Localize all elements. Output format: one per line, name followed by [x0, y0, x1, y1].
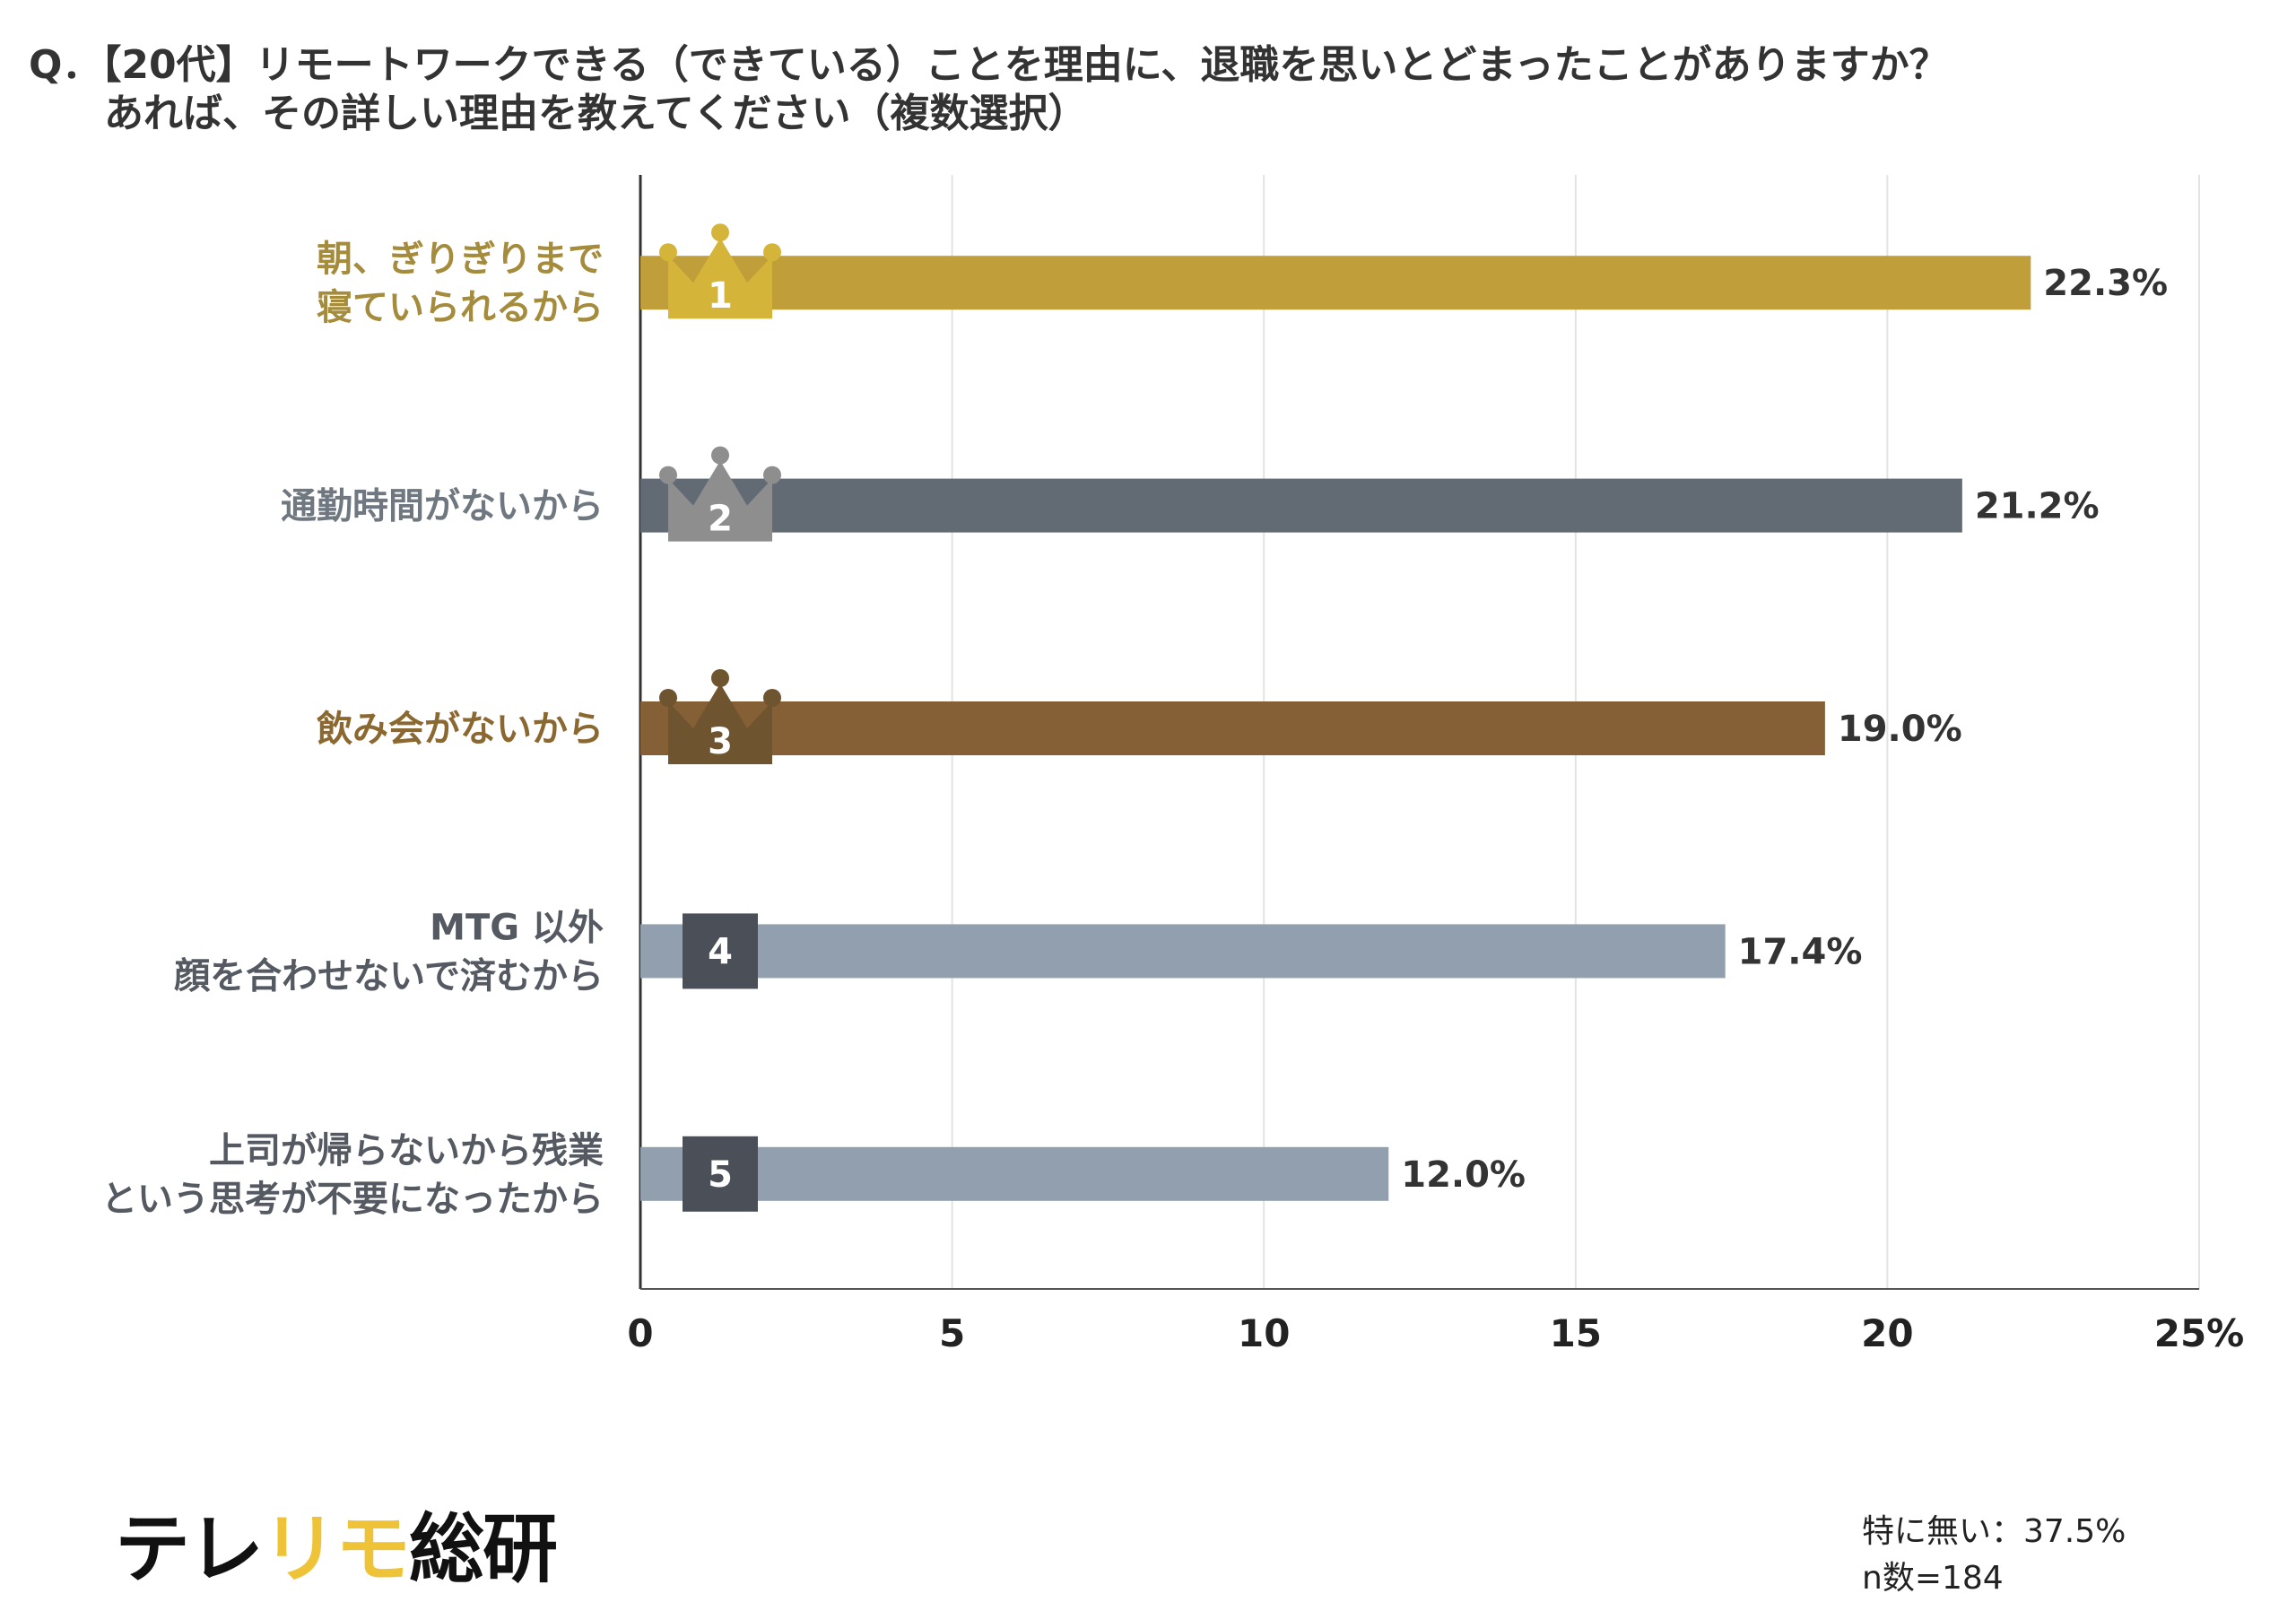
- x-tick-label: 15: [1550, 1311, 1602, 1355]
- value-label: 22.3%: [2043, 263, 2168, 304]
- value-label: 21.2%: [1975, 486, 2100, 527]
- category-label: MTG 以外: [430, 907, 604, 948]
- value-label: 19.0%: [1838, 709, 1962, 750]
- value-label: 17.4%: [1738, 931, 1863, 972]
- bar: [640, 478, 1962, 533]
- x-tick-label: 5: [939, 1311, 965, 1355]
- rank-label: 4: [708, 931, 733, 972]
- bar: [640, 1146, 1389, 1201]
- crown-jewel-icon: [711, 223, 729, 242]
- rank-label: 2: [708, 499, 733, 540]
- crown-icon: [668, 238, 772, 319]
- crown-jewel-icon: [659, 466, 677, 484]
- logo: テレリモ総研: [115, 1489, 558, 1598]
- x-tick-label: 25%: [2154, 1311, 2245, 1355]
- x-tick-label: 20: [1861, 1311, 1913, 1355]
- category-label: 上司が帰らないから残業: [209, 1130, 604, 1171]
- x-tick-label: 0: [627, 1311, 653, 1355]
- category-label: 寝ていられるから: [317, 287, 604, 328]
- category-label: 通勤時間がないから: [281, 486, 604, 527]
- crown-icon: [668, 460, 772, 542]
- crown-jewel-icon: [763, 243, 781, 262]
- chart-title-line2: あれば、その詳しい理由を教えてください（複数選択）: [104, 91, 1088, 136]
- category-label: 朝、ぎりぎりまで: [317, 239, 604, 280]
- note-none: 特に無い：37.5%: [1862, 1513, 2126, 1550]
- logo-text-accent: リモ: [262, 1505, 411, 1593]
- x-tick-label: 10: [1238, 1311, 1290, 1355]
- crown-icon: [668, 683, 772, 764]
- rank-label: 1: [708, 275, 733, 317]
- rank-label: 5: [708, 1154, 733, 1196]
- category-label: という思考が不要になったから: [101, 1179, 604, 1220]
- category-label: 飲み会がないから: [317, 709, 604, 750]
- bar: [640, 701, 1825, 755]
- rank-label: 3: [708, 721, 733, 762]
- crown-jewel-icon: [711, 446, 729, 465]
- rank-badge: [683, 1136, 758, 1212]
- crown-jewel-icon: [711, 669, 729, 687]
- note-sample-size: n数=184: [1862, 1560, 2004, 1597]
- rank-badge: [683, 913, 758, 989]
- bar: [640, 924, 1726, 979]
- logo-text-3: 総研: [409, 1505, 558, 1593]
- crown-jewel-icon: [659, 243, 677, 262]
- chart-title-line1: Q．【20代】リモートワークできる（できている）ことを理由に、退職を思いとどまっ…: [29, 42, 1949, 88]
- logo-text-1: テレ: [115, 1505, 264, 1593]
- category-label: 顔を合わせないで済むから: [174, 955, 604, 997]
- bar: [640, 256, 2031, 310]
- value-label: 12.0%: [1401, 1154, 1526, 1196]
- crown-jewel-icon: [659, 689, 677, 707]
- crown-jewel-icon: [763, 466, 781, 484]
- crown-jewel-icon: [763, 689, 781, 707]
